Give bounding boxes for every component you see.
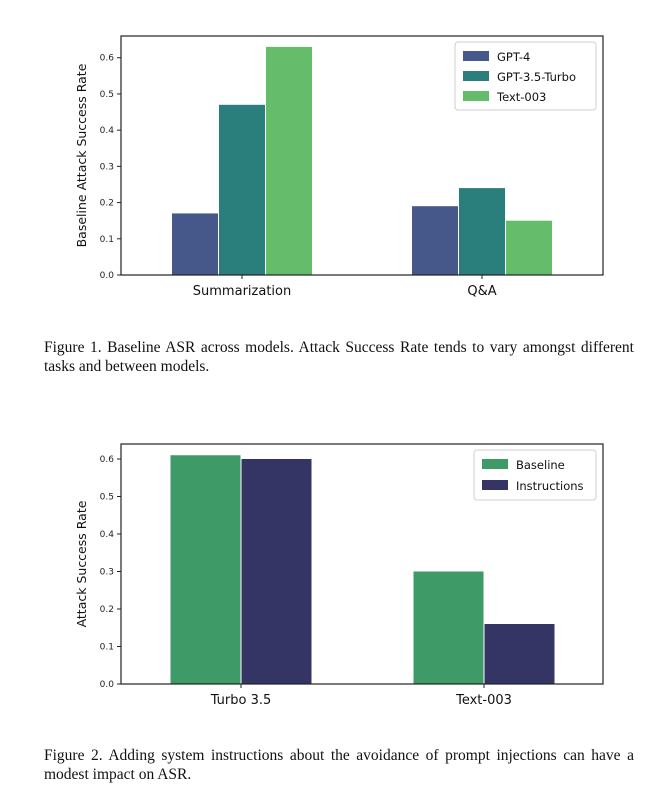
y-tick-label: 0.0 [100, 271, 115, 281]
y-tick-label: 0.5 [100, 493, 114, 503]
figure-1: 0.0 0.1 0.2 0.3 0.4 0.5 0.6 Summarization Q&A Bas… [0, 0, 664, 330]
legend-label: Instructions [516, 479, 584, 493]
y-tick-label: 0.6 [100, 54, 115, 64]
y-tick-label: 0.5 [100, 90, 114, 100]
y-tick-label: 0.4 [100, 126, 115, 136]
legend-label: GPT-3.5-Turbo [497, 70, 576, 84]
bar-gpt-4-summarization [172, 213, 218, 275]
x-tick-label: Turbo 3.5 [210, 693, 272, 708]
y-tick-label: 0.3 [100, 162, 114, 172]
bar-baseline-turbo-3-5 [170, 455, 241, 684]
bar-instructions-turbo-3-5 [241, 459, 312, 684]
figure-1-chart: 0.0 0.1 0.2 0.3 0.4 0.5 0.6 Summarization Q&A Bas… [74, 35, 604, 299]
bar-text-003-summarization [266, 46, 312, 276]
x-tick-label: Summarization [193, 284, 291, 299]
legend-swatch [463, 71, 489, 81]
plot-frame [120, 443, 604, 685]
legend-swatch [482, 459, 508, 469]
y-tick-label: 0.2 [100, 199, 114, 209]
bar-text-003-q-a [506, 220, 552, 275]
y-tick-label: 0.2 [100, 605, 114, 615]
x-tick-label: Text-003 [455, 693, 512, 708]
bar-gpt-3-5-turbo-q-a [459, 188, 505, 275]
figure-2-chart: 0.0 0.1 0.2 0.3 0.4 0.5 0.6 Turbo 3.5 Text-003 At… [74, 443, 604, 708]
x-tick-label: Q&A [467, 284, 496, 299]
legend-label: GPT-4 [497, 50, 530, 64]
figure-1-caption: Figure 1. Baseline ASR across models. At… [44, 339, 634, 375]
figure-2: 0.0 0.1 0.2 0.3 0.4 0.5 0.6 Turbo 3.5 Text-003 At… [0, 410, 664, 740]
y-tick-label: 0.3 [100, 568, 114, 578]
legend-swatch [463, 91, 489, 101]
figure-2-caption: Figure 2. Adding system instructions abo… [44, 747, 634, 783]
bar-baseline-text-003 [413, 571, 484, 684]
legend-swatch [463, 51, 489, 61]
y-tick-label: 0.1 [100, 235, 114, 245]
legend-swatch [482, 480, 508, 490]
y-tick-label: 0.4 [100, 530, 115, 540]
y-axis-label: Attack Success Rate [74, 500, 89, 627]
y-axis-label: Baseline Attack Success Rate [74, 63, 89, 247]
bar-gpt-3-5-turbo-summarization [219, 104, 265, 275]
y-tick-label: 0.0 [100, 680, 115, 690]
legend-label: Text-003 [496, 90, 546, 104]
legend-label: Baseline [516, 458, 565, 472]
bar-gpt-4-q-a [412, 206, 458, 275]
legend-box [454, 41, 597, 111]
bar-instructions-text-003 [484, 624, 555, 684]
y-tick-label: 0.1 [100, 643, 114, 653]
y-tick-label: 0.6 [100, 455, 115, 465]
plot-frame [120, 35, 604, 276]
